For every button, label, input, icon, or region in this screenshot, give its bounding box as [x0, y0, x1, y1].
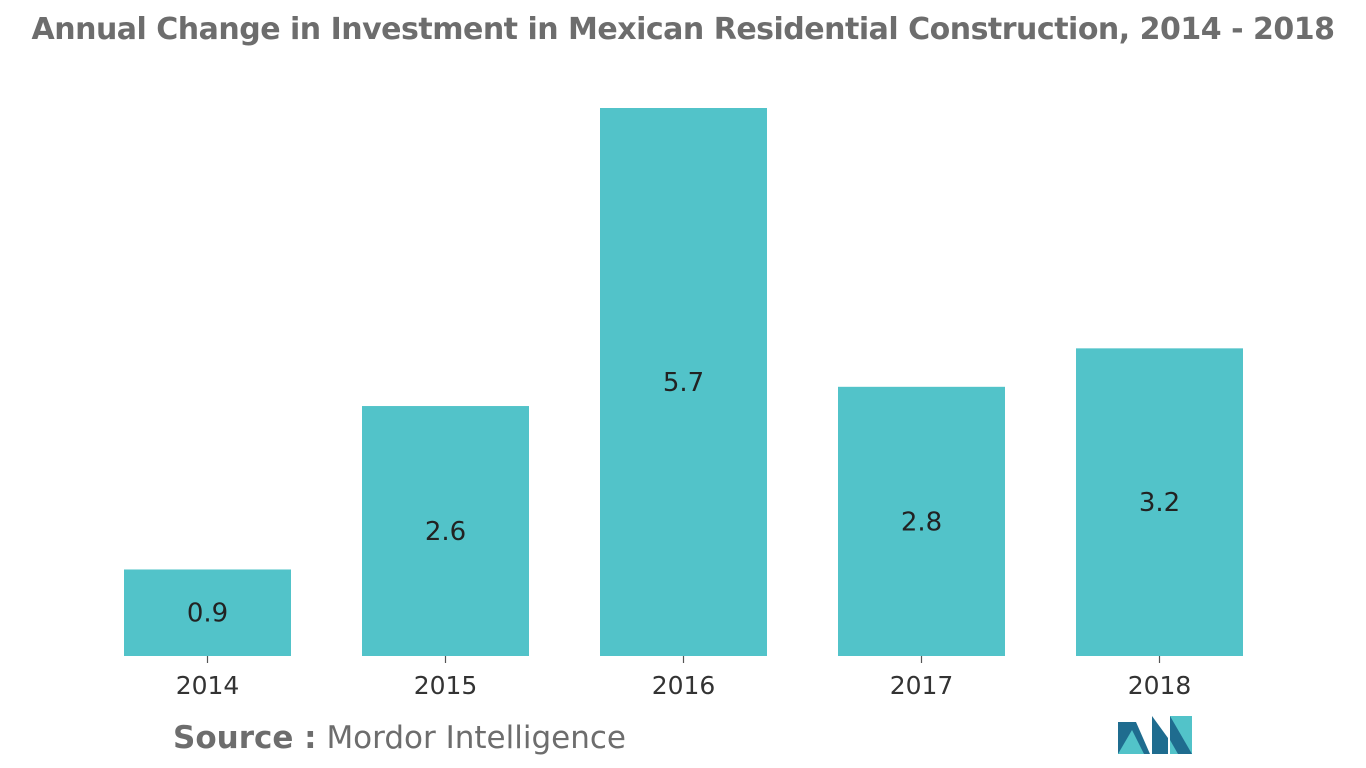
- bar-2018: [1076, 348, 1243, 656]
- data-label-2016: 5.7: [663, 368, 704, 398]
- data-label-2017: 2.8: [901, 507, 942, 537]
- bar-2014: [124, 569, 291, 656]
- x-tick-label-2017: 2017: [890, 671, 954, 700]
- source-label: Source :: [173, 720, 317, 756]
- bar-2017: [838, 386, 1005, 656]
- source-note: Source : Mordor Intelligence: [173, 720, 626, 756]
- x-tick-label-2016: 2016: [652, 671, 716, 700]
- x-tick-label-2018: 2018: [1128, 671, 1192, 700]
- logo-left-facet: [1118, 730, 1144, 754]
- bars-layer: [124, 108, 1243, 656]
- bar-2016: [600, 108, 767, 656]
- source-value: Mordor Intelligence: [326, 720, 626, 756]
- x-tick-label-2015: 2015: [414, 671, 478, 700]
- bar-2015: [362, 406, 529, 656]
- mordor-intelligence-logo: [1118, 716, 1192, 754]
- logo-right-facet: [1170, 716, 1192, 754]
- data-label-2015: 2.6: [425, 517, 466, 547]
- logo-mid-shape: [1152, 716, 1168, 754]
- data-label-2014: 0.9: [187, 599, 228, 629]
- data-label-2018: 3.2: [1139, 488, 1180, 518]
- x-tick-label-2014: 2014: [176, 671, 240, 700]
- x-axis-ticks: 2014 2015 2016 2017 2018: [176, 656, 1192, 700]
- chart-title: Annual Change in Investment in Mexican R…: [31, 12, 1335, 47]
- data-labels-layer: 0.9 2.6 5.7 2.8 3.2: [187, 368, 1180, 629]
